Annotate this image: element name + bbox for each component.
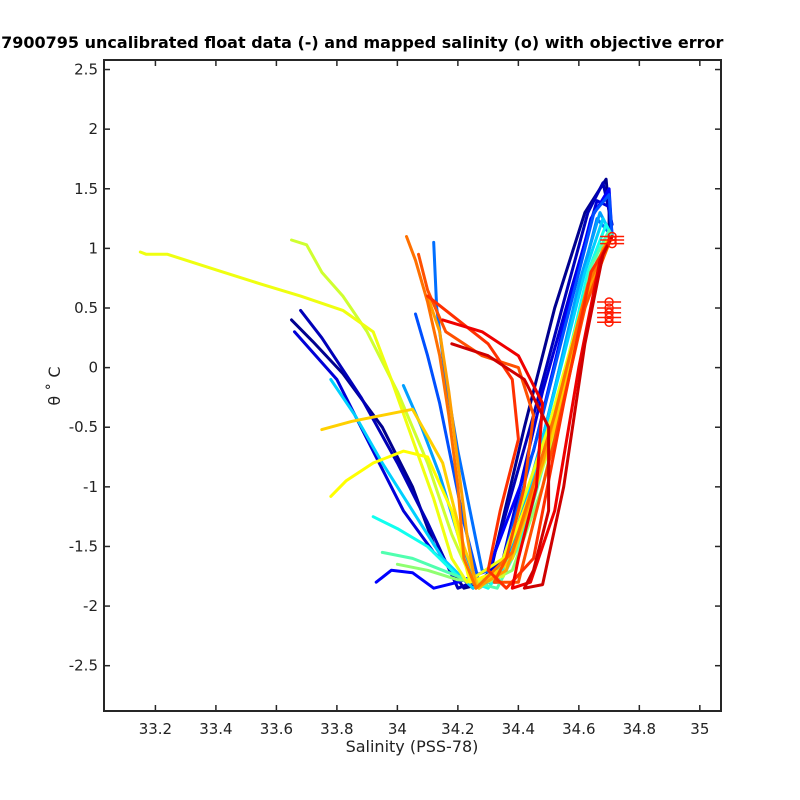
y-tick-label: 0 bbox=[88, 359, 98, 377]
mapped-salinity-point bbox=[597, 297, 622, 307]
mapped-salinity-point bbox=[597, 312, 622, 323]
x-axis-label: Salinity (PSS-78) bbox=[346, 737, 479, 756]
y-ticks: -2.5 -2 -1.5 -1 -0.5 0 0.5 1 1.5 2 2.5 bbox=[69, 61, 721, 675]
plot-area bbox=[104, 60, 721, 711]
mapped-salinity-point bbox=[600, 238, 625, 249]
x-tick-label: 35 bbox=[690, 720, 709, 738]
x-ticks: 33.2 33.4 33.6 33.8 34 34.2 34.4 34.6 34.8 35 bbox=[139, 60, 709, 738]
y-tick-label: -2 bbox=[83, 597, 98, 615]
profile-line-21 bbox=[450, 235, 614, 590]
series-layer bbox=[138, 177, 614, 590]
x-tick-label: 33.8 bbox=[320, 720, 353, 738]
x-tick-label: 33.6 bbox=[260, 720, 293, 738]
y-tick-label: -1.5 bbox=[69, 537, 98, 555]
x-tick-label: 34.6 bbox=[562, 720, 595, 738]
y-tick-label: 2 bbox=[88, 120, 98, 138]
x-tick-label: 34.8 bbox=[623, 720, 656, 738]
mapped-points-layer bbox=[597, 231, 625, 328]
x-tick-label: 34.4 bbox=[502, 720, 535, 738]
profile-line-8 bbox=[329, 217, 614, 590]
x-tick-label: 34.2 bbox=[441, 720, 474, 738]
x-tick-label: 34 bbox=[388, 720, 407, 738]
profile-line-20 bbox=[441, 235, 614, 590]
mapped-salinity-point bbox=[597, 317, 622, 328]
y-tick-label: 1 bbox=[88, 239, 98, 257]
y-tick-label: 0.5 bbox=[74, 299, 98, 317]
profile-line-17 bbox=[405, 235, 614, 590]
mapped-salinity-point bbox=[597, 308, 622, 318]
y-tick-label: 2.5 bbox=[74, 61, 98, 79]
y-axis-label: θ ˚ C bbox=[45, 366, 64, 405]
chart-title: 17900795 uncalibrated float data (-) and… bbox=[0, 33, 724, 52]
profile-line-13 bbox=[138, 235, 614, 584]
x-tick-label: 33.4 bbox=[199, 720, 232, 738]
profile-line-19 bbox=[426, 235, 614, 590]
y-tick-label: -2.5 bbox=[69, 657, 98, 675]
mapped-salinity-point bbox=[597, 303, 622, 313]
y-tick-label: -0.5 bbox=[69, 418, 98, 436]
y-tick-label: 1.5 bbox=[74, 180, 98, 198]
x-tick-label: 33.2 bbox=[139, 720, 172, 738]
plot-frame bbox=[103, 59, 722, 712]
y-tick-label: -1 bbox=[83, 478, 98, 496]
